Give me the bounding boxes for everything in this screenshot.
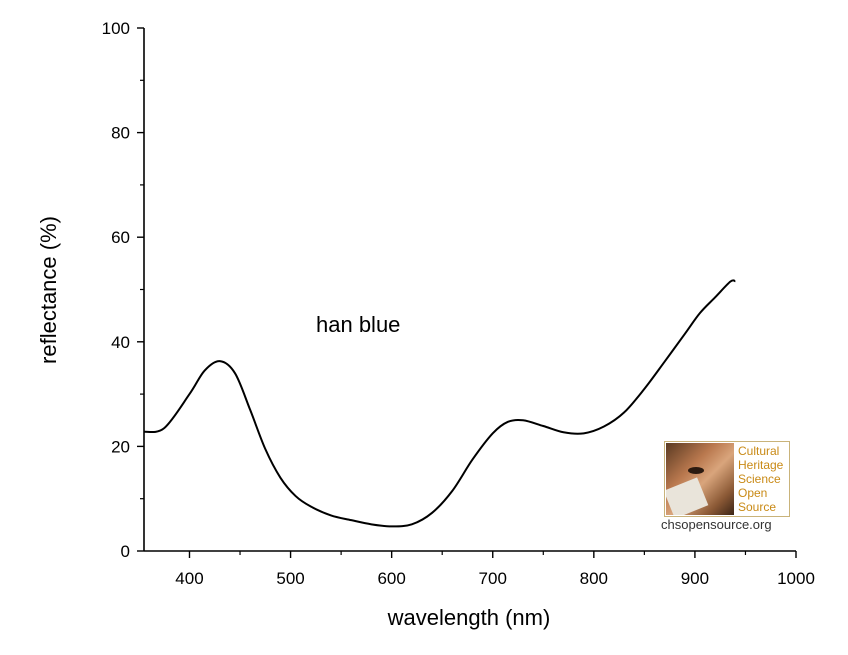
x-tick-label: 500: [276, 569, 304, 588]
x-tick-label: 400: [175, 569, 203, 588]
chs-open-source-logo: Cultural Heritage Science Open Source ch…: [661, 441, 790, 536]
x-tick-label: 600: [377, 569, 405, 588]
x-tick-label: 900: [681, 569, 709, 588]
logo-line: Science: [738, 472, 781, 486]
logo-line: Open: [738, 486, 768, 500]
y-tick-label: 40: [111, 333, 130, 352]
y-tick-label: 80: [111, 124, 130, 143]
logo-url: chsopensource.org: [661, 517, 772, 532]
x-tick-label: 800: [580, 569, 608, 588]
logo-line: Heritage: [738, 458, 784, 472]
logo-text: Cultural Heritage Science Open Source: [738, 444, 783, 514]
logo-frame: Cultural Heritage Science Open Source: [664, 441, 790, 517]
x-tick-label: 1000: [777, 569, 815, 588]
ticks: [137, 27, 797, 558]
tick-labels: 400 500 600 700 800 900 1000 0 20 40 60 80 100: [102, 19, 815, 588]
logo-line: Source: [738, 500, 777, 514]
han-blue-annotation: han blue: [316, 312, 400, 337]
reflectance-line: [143, 279, 736, 528]
y-tick-label: 0: [121, 542, 130, 561]
portrait-image: [666, 443, 734, 515]
portrait-eye: [688, 467, 704, 474]
y-tick-label: 60: [111, 228, 130, 247]
y-tick-label: 20: [111, 437, 130, 456]
logo-line: Cultural: [738, 444, 780, 458]
portrait-paper: [666, 477, 709, 515]
series-layer: [143, 279, 736, 528]
y-axis-title: reflectance (%): [36, 216, 61, 364]
x-axis-title: wavelength (nm): [387, 605, 551, 630]
x-tick-label: 700: [479, 569, 507, 588]
y-tick-label: 100: [102, 19, 130, 38]
